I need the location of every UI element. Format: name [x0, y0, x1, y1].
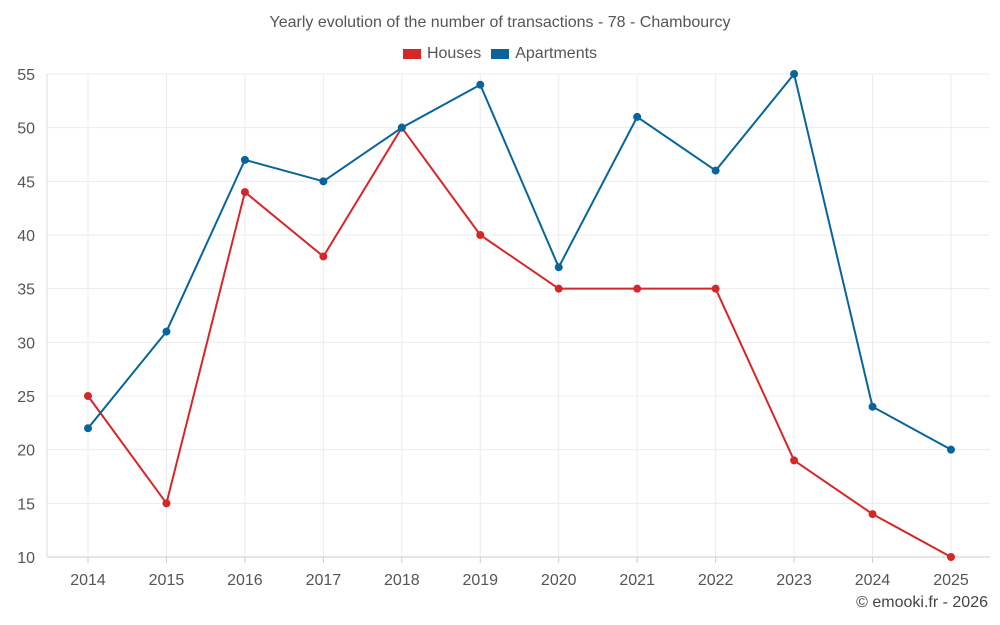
x-tick-label: 2019 [462, 572, 498, 589]
data-point-apartments [868, 402, 877, 411]
x-tick-label: 2025 [933, 572, 969, 589]
data-point-houses [554, 284, 563, 293]
legend-label-houses: Houses [426, 45, 482, 62]
data-point-apartments [711, 166, 720, 175]
legend: Houses Apartments [0, 45, 1000, 63]
data-point-houses [790, 456, 799, 465]
data-point-apartments [319, 177, 328, 186]
data-point-apartments [240, 155, 249, 164]
y-tick-label: 40 [17, 228, 35, 245]
y-tick-label: 55 [17, 67, 35, 84]
data-point-apartments [633, 112, 642, 121]
y-tick-label: 10 [17, 550, 35, 567]
data-point-houses [162, 499, 171, 508]
x-tick-label: 2020 [541, 572, 577, 589]
x-tick-label: 2015 [149, 572, 185, 589]
data-point-houses [476, 231, 485, 239]
y-tick-label: 30 [17, 335, 35, 352]
data-point-apartments [947, 445, 955, 454]
x-tick-label: 2024 [855, 572, 891, 589]
chart-title: Yearly evolution of the number of transa… [269, 14, 731, 31]
x-tick-label: 2022 [698, 572, 734, 589]
legend-swatch-houses [402, 49, 421, 59]
x-tick-label: 2018 [384, 572, 420, 589]
data-point-houses [711, 284, 720, 293]
x-tick-label: 2017 [306, 572, 342, 589]
x-tick-label: 2021 [619, 572, 655, 589]
y-tick-label: 35 [17, 282, 35, 299]
data-point-apartments [84, 424, 92, 433]
credit-text: © emooki.fr - 2026 [856, 594, 988, 611]
legend-swatch-apartments [491, 49, 510, 59]
data-point-houses [947, 553, 955, 561]
y-tick-label: 50 [17, 121, 35, 138]
x-tick-label: 2014 [70, 572, 106, 589]
y-tick-label: 15 [17, 496, 35, 513]
series-line-apartments [87, 73, 952, 451]
data-point-houses [319, 252, 328, 261]
legend-item-houses[interactable]: Houses [402, 45, 482, 63]
x-tick-label: 2016 [227, 572, 263, 589]
data-point-houses [240, 188, 249, 197]
legend-label-apartments: Apartments [515, 45, 598, 62]
x-tick-label: 2023 [776, 572, 812, 589]
data-point-houses [84, 392, 92, 400]
data-point-apartments [554, 263, 563, 272]
y-tick-label: 45 [17, 174, 35, 191]
data-point-apartments [476, 80, 485, 89]
series-line-houses [87, 126, 952, 558]
data-point-houses [633, 284, 642, 293]
legend-item-apartments[interactable]: Apartments [491, 45, 597, 63]
data-point-apartments [162, 327, 171, 336]
data-point-apartments [397, 123, 406, 132]
data-point-apartments [790, 70, 799, 78]
y-tick-label: 20 [17, 443, 35, 460]
y-tick-label: 25 [17, 389, 35, 406]
data-point-houses [868, 510, 877, 519]
